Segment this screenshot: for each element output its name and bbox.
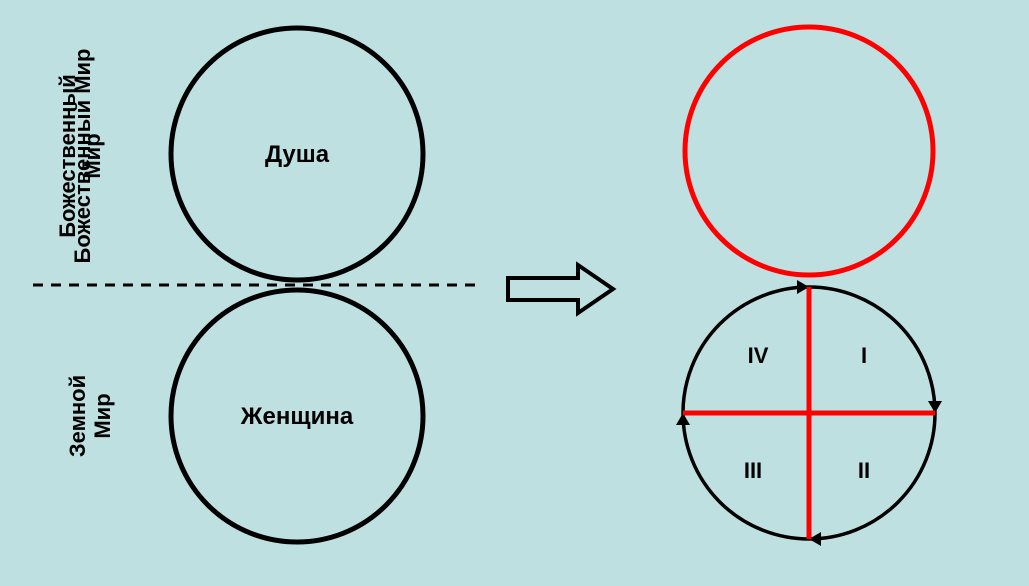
- left-lower-circle-label: Женщина: [240, 403, 354, 430]
- quadrant-label-i: I: [861, 343, 867, 368]
- quadrant-label-iv: IV: [748, 343, 769, 368]
- quadrant-label-iii: III: [744, 458, 762, 483]
- quadrant-label-ii: II: [858, 458, 870, 483]
- right-upper-circle: [685, 27, 933, 275]
- vertical-label-top-word1: Божественный: [55, 74, 80, 238]
- arc-quadrant-2: [809, 413, 935, 539]
- arc-quadrant-1: [809, 287, 935, 413]
- vertical-label-bottom-word2: Мир: [90, 393, 115, 438]
- arc-quadrant-4: [683, 287, 809, 413]
- transition-arrow-icon: [508, 265, 613, 313]
- vertical-label-bottom-word1: Земной: [65, 375, 90, 457]
- left-upper-circle-label: Душа: [265, 141, 330, 168]
- vertical-label-top-word2: Мир: [80, 133, 105, 178]
- right-lower-circle-group: IV I III II: [676, 280, 942, 546]
- diagram-svg: Душа Женщина Божественный Мир Божественн…: [0, 0, 1029, 586]
